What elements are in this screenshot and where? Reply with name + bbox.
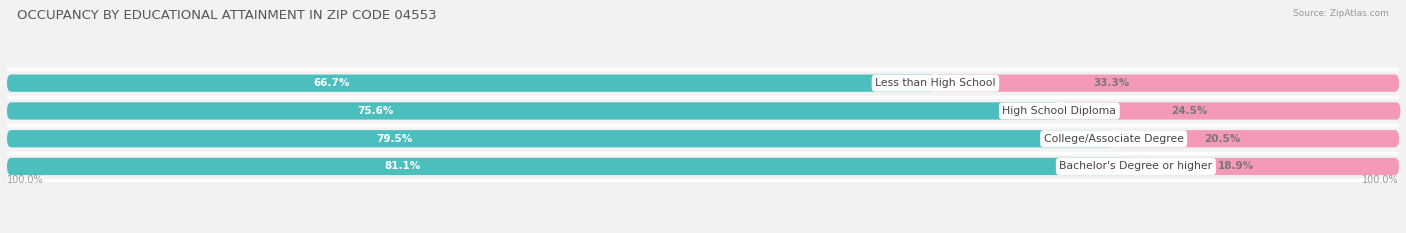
Text: High School Diploma: High School Diploma (1002, 106, 1116, 116)
Text: Bachelor's Degree or higher: Bachelor's Degree or higher (1059, 161, 1212, 171)
FancyBboxPatch shape (1136, 158, 1399, 175)
Text: 20.5%: 20.5% (1204, 134, 1240, 144)
FancyBboxPatch shape (7, 102, 1059, 120)
Text: Source: ZipAtlas.com: Source: ZipAtlas.com (1294, 9, 1389, 18)
Text: 66.7%: 66.7% (314, 78, 350, 88)
FancyBboxPatch shape (1114, 130, 1399, 147)
Text: 79.5%: 79.5% (377, 134, 412, 144)
FancyBboxPatch shape (7, 75, 935, 92)
FancyBboxPatch shape (7, 75, 1399, 92)
Text: 18.9%: 18.9% (1218, 161, 1254, 171)
FancyBboxPatch shape (1059, 102, 1400, 120)
Text: 100.0%: 100.0% (7, 175, 44, 185)
Text: 24.5%: 24.5% (1171, 106, 1208, 116)
FancyBboxPatch shape (935, 75, 1399, 92)
FancyBboxPatch shape (7, 130, 1114, 147)
FancyBboxPatch shape (7, 158, 1399, 175)
FancyBboxPatch shape (7, 158, 1136, 175)
Text: Less than High School: Less than High School (875, 78, 995, 88)
Text: 100.0%: 100.0% (1362, 175, 1399, 185)
FancyBboxPatch shape (7, 102, 1399, 120)
Text: 81.1%: 81.1% (384, 161, 420, 171)
Text: OCCUPANCY BY EDUCATIONAL ATTAINMENT IN ZIP CODE 04553: OCCUPANCY BY EDUCATIONAL ATTAINMENT IN Z… (17, 9, 436, 22)
Text: College/Associate Degree: College/Associate Degree (1043, 134, 1184, 144)
Text: 75.6%: 75.6% (357, 106, 394, 116)
FancyBboxPatch shape (7, 130, 1399, 147)
Text: 33.3%: 33.3% (1094, 78, 1129, 88)
